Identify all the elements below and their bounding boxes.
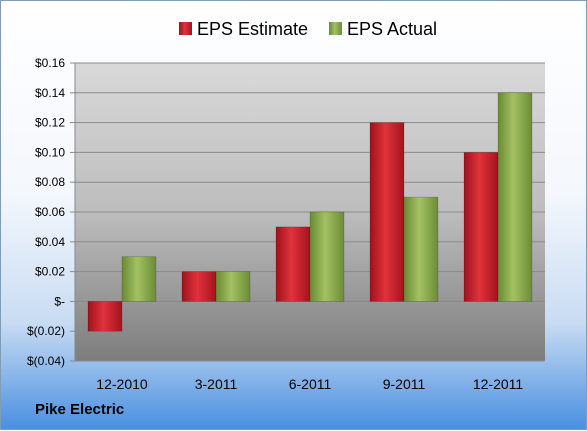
bar-eps-estimate <box>369 122 405 302</box>
y-tick-label: $0.10 <box>35 145 65 159</box>
x-tick-label: 9-2011 <box>383 376 426 392</box>
x-tick-label: 12-2010 <box>96 376 148 392</box>
y-tick-label: $0.04 <box>35 235 65 249</box>
legend-label-estimate: EPS Estimate <box>197 19 308 39</box>
bar-eps-actual <box>497 92 533 302</box>
y-tick-label: $0.02 <box>35 265 65 279</box>
y-tick-label: $0.14 <box>35 86 65 100</box>
bar-eps-estimate <box>87 301 123 332</box>
bar-eps-estimate <box>463 152 499 302</box>
bar-eps-actual <box>403 196 439 302</box>
legend-swatch-actual <box>329 22 342 35</box>
y-tick-label: $(0.04) <box>27 354 65 368</box>
y-tick-label: $0.12 <box>35 116 65 130</box>
x-tick-label: 3-2011 <box>195 376 238 392</box>
bar-eps-actual <box>215 271 251 302</box>
x-tick-label: 12-2011 <box>473 376 524 392</box>
y-tick-label: $0.06 <box>35 205 65 219</box>
y-tick-label: $(0.02) <box>27 324 65 338</box>
y-tick-label: $0.16 <box>35 56 65 70</box>
company-label: Pike Electric <box>35 401 125 418</box>
bar-eps-actual <box>309 211 345 302</box>
bar-eps-estimate <box>181 271 217 302</box>
y-tick-label: $- <box>54 294 65 308</box>
bar-eps-estimate <box>275 226 311 302</box>
x-tick-label: 6-2011 <box>289 376 332 392</box>
bar-eps-actual <box>121 256 157 302</box>
y-tick-label: $0.08 <box>35 175 65 189</box>
legend-swatch-estimate <box>179 22 192 35</box>
legend-label-actual: EPS Actual <box>347 19 437 39</box>
